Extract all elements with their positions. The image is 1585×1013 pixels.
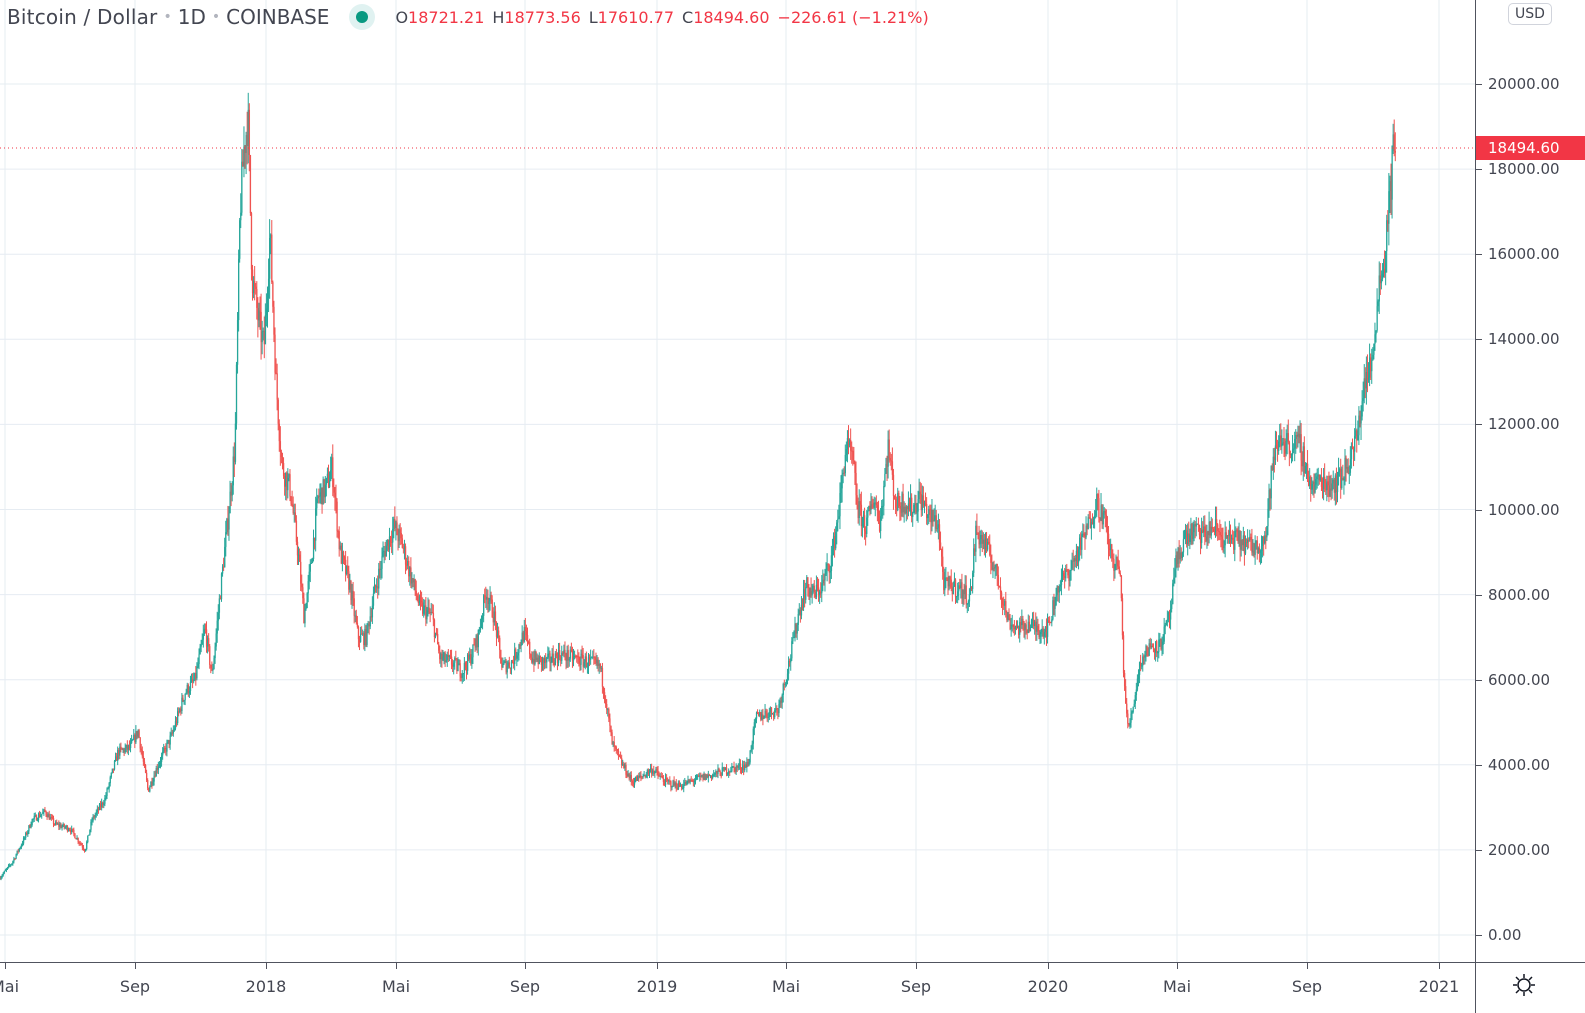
time-tick-label: Sep [1291, 977, 1323, 996]
time-tick [396, 963, 397, 969]
time-tick [1048, 963, 1049, 969]
price-tick-label: 2000.00 [1488, 840, 1551, 859]
time-tick [525, 963, 526, 969]
ohlc-values: O 18721.21 H 18773.56 L 17610.77 C 18494… [395, 8, 928, 27]
price-tick [1476, 169, 1482, 171]
open-label: O [395, 7, 409, 27]
time-tick-label: Sep [509, 977, 541, 996]
price-tick-label: 0.00 [1488, 926, 1522, 944]
time-tick-label: Sep [900, 977, 932, 996]
time-tick [1307, 963, 1308, 969]
price-tick [1476, 764, 1482, 766]
price-tick-label: 14000.00 [1488, 330, 1560, 349]
low-value: 17610.77 [597, 7, 675, 27]
price-tick-label: 6000.00 [1488, 670, 1551, 689]
price-tick-label: 4000.00 [1488, 755, 1551, 774]
time-axis[interactable]: Mai Sep 2018 Mai Sep 2019 Mai Sep 2020 Mai Sep 2021 [0, 962, 1475, 1013]
time-tick-label: Mai [771, 977, 801, 996]
time-tick-label: 2019 [636, 977, 678, 996]
time-tick [135, 963, 136, 969]
candlestick-chart[interactable] [0, 0, 1475, 962]
close-label: C [682, 7, 694, 27]
low-label: L [588, 7, 598, 27]
price-tick [1476, 679, 1482, 681]
price-tick [1476, 254, 1482, 256]
price-tick [1476, 84, 1482, 85]
currency-button[interactable]: USD [1508, 3, 1552, 25]
time-tick-label: 2020 [1027, 977, 1069, 996]
time-tick [1177, 963, 1178, 969]
separator-dot: • [211, 9, 221, 25]
grid-lines [0, 0, 1475, 962]
price-tick [1476, 935, 1482, 936]
chart-settings-corner [1475, 962, 1585, 1013]
high-label: H [492, 7, 505, 27]
time-tick-label: Mai [381, 977, 411, 996]
last-price-label: 18494.60 [1476, 136, 1585, 161]
time-tick-label: Sep [119, 977, 151, 996]
price-tick [1476, 509, 1482, 511]
price-tick [1476, 339, 1482, 341]
interval-label[interactable]: 1D [177, 5, 206, 29]
open-value: 18721.21 [408, 7, 485, 27]
close-value: 18494.60 [693, 7, 770, 27]
time-tick-label: 2021 [1418, 977, 1460, 996]
price-axis[interactable]: USD 20000.00 18000.00 16000.00 14000.00 1200… [1475, 0, 1585, 962]
time-tick [657, 963, 658, 969]
symbol-name[interactable]: Bitcoin / Dollar [7, 5, 158, 29]
time-tick [916, 963, 917, 969]
price-tick-label: 18000.00 [1488, 160, 1560, 179]
market-status-icon[interactable] [349, 4, 376, 30]
price-candles [0, 92, 1396, 881]
change-value: −226.61 (−1.21%) [777, 7, 929, 27]
price-tick-label: 10000.00 [1488, 500, 1560, 519]
time-tick [1439, 963, 1440, 969]
time-tick-label: 2018 [245, 977, 287, 996]
time-tick-label: Mai [0, 977, 20, 996]
status-dot-icon [356, 11, 369, 23]
price-tick-label: 20000.00 [1488, 75, 1560, 93]
time-tick [5, 963, 6, 969]
price-tick [1476, 424, 1482, 426]
symbol-legend: Bitcoin / Dollar • 1D • COINBASE O 18721… [7, 4, 929, 30]
time-tick-label: Mai [1162, 977, 1192, 996]
price-tick [1476, 594, 1482, 596]
time-tick [266, 963, 267, 969]
settings-gear-icon[interactable] [1512, 973, 1536, 997]
price-tick-label: 8000.00 [1488, 585, 1551, 604]
price-tick [1476, 849, 1482, 851]
separator-dot: • [163, 9, 172, 25]
time-tick [786, 963, 787, 969]
exchange-label: COINBASE [226, 5, 330, 29]
high-value: 18773.56 [504, 7, 581, 27]
price-tick-label: 12000.00 [1488, 415, 1560, 434]
price-tick-label: 16000.00 [1488, 245, 1560, 264]
